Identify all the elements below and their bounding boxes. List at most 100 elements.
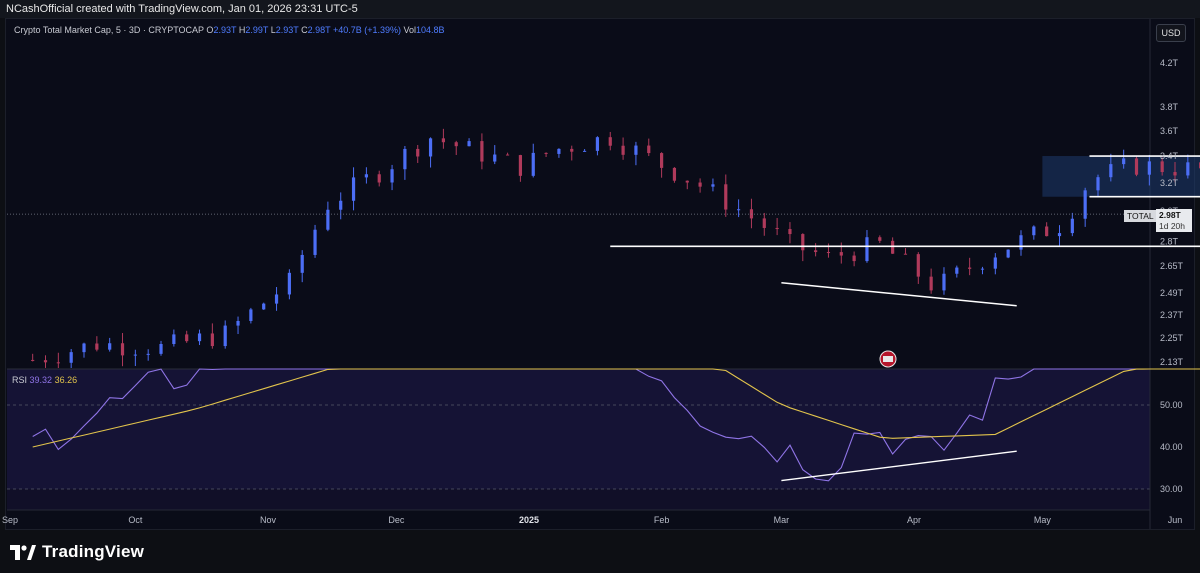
candle-body [582, 150, 587, 152]
time-tick-label: May [1034, 515, 1052, 525]
close-label: C [301, 25, 308, 35]
candle-body [493, 154, 497, 162]
candle-body [698, 182, 702, 187]
price-tick-label: 2.25T [1160, 333, 1184, 343]
symbol-legend: Crypto Total Market Cap, 5 · 3D · CRYPTO… [14, 25, 445, 35]
candle-body [428, 138, 433, 157]
price-tick-label: 3.8T [1160, 102, 1179, 112]
candle-body [197, 333, 202, 342]
candle-body [647, 145, 651, 154]
candle-body [403, 148, 407, 170]
candle-body [903, 253, 908, 255]
candle-body [968, 267, 972, 269]
candle-body [274, 294, 279, 304]
low-label: L [270, 25, 276, 35]
symbol-tag: TOTAL [1124, 210, 1157, 222]
event-flag-icon-inner [883, 356, 893, 362]
time-tick-label: 2025 [519, 515, 539, 525]
candle-body [724, 184, 728, 210]
currency-button[interactable]: USD [1156, 24, 1186, 42]
rsi-ma-line [32, 368, 1200, 448]
candle-body [595, 137, 600, 151]
symbol-name: Crypto Total Market Cap, 5 · 3D · CRYPTO… [14, 25, 204, 35]
time-tick-label: Mar [774, 515, 790, 525]
high-value: 2.99T [245, 25, 269, 35]
time-tick-label: Dec [388, 515, 405, 525]
candle-body [762, 218, 766, 228]
rsi-name: RSI [12, 375, 28, 385]
candle-body [955, 267, 959, 274]
candle-body [672, 167, 677, 181]
low-value: 2.93T [275, 25, 299, 35]
time-tick-label: Nov [260, 515, 277, 525]
candle-body [916, 254, 920, 277]
candle-body [788, 229, 792, 235]
candle-body [82, 343, 86, 353]
candle-body [891, 240, 895, 254]
volume-value: 104.8B [416, 25, 445, 35]
candle-body [685, 180, 689, 183]
candle-body [634, 145, 638, 155]
rsi-value: 39.32 [29, 375, 53, 385]
attribution-text: NCashOfficial created with TradingView.c… [6, 3, 358, 15]
price-tick-label: 3.6T [1160, 126, 1179, 136]
price-tick-label: 2.13T [1160, 357, 1184, 367]
open-value: 2.93T [213, 25, 237, 35]
candle-body [1057, 233, 1062, 237]
candle-body [377, 174, 381, 183]
candle-body [480, 141, 484, 162]
candle-body [980, 268, 985, 270]
attribution-bar: NCashOfficial created with TradingView.c… [0, 0, 1200, 18]
change-value: +40.7B (+1.39%) [332, 25, 401, 35]
candle-body [133, 354, 137, 356]
price-tick-label: 2.37T [1160, 310, 1184, 320]
close-value: 2.98T [307, 25, 331, 35]
candle-body [326, 209, 330, 230]
price-tick-label: 3.4T [1160, 151, 1179, 161]
candle-body [570, 148, 574, 152]
price-tick-label: 2.49T [1160, 288, 1184, 298]
candle-body [69, 352, 73, 363]
time-tick-label: Apr [907, 515, 921, 525]
candle-body [300, 254, 304, 273]
candle-body [223, 325, 227, 347]
candle-body [1122, 158, 1126, 165]
candle-body [1109, 164, 1113, 178]
candle-body [1173, 172, 1177, 176]
candle-body [826, 252, 831, 254]
tradingview-logo[interactable]: TradingView [10, 542, 144, 562]
volume-label: Vol [403, 25, 417, 35]
time-tick-label: Oct [128, 515, 143, 525]
candle-body [801, 234, 805, 251]
time-tick-label: Jun [1168, 515, 1183, 525]
bar-countdown-tag: 1d 20h [1156, 220, 1192, 232]
price-trendline [781, 281, 1017, 307]
candle-body [711, 184, 715, 187]
candle-body [120, 343, 125, 356]
candle-body [56, 362, 60, 364]
candle-body [416, 148, 420, 157]
candle-body [339, 200, 343, 210]
candle-body [1147, 161, 1151, 175]
candle-body [351, 177, 356, 201]
candle-body [557, 148, 561, 154]
candle-body [146, 353, 150, 355]
candle-body [814, 250, 818, 253]
candle-body [737, 209, 741, 211]
supply-zone [1042, 156, 1200, 197]
rsi-ma-value: 36.26 [54, 375, 78, 385]
candle-body [929, 276, 933, 291]
candle-body [865, 237, 869, 262]
candle-body [390, 169, 394, 183]
candle-body [364, 174, 368, 178]
candle-body [441, 138, 445, 143]
candle-body [185, 334, 189, 342]
price-tick-label: 4.2T [1160, 58, 1179, 68]
candle-body [95, 343, 99, 350]
candle-body [31, 359, 35, 361]
candle-body [1032, 226, 1036, 236]
candle-body [236, 320, 240, 326]
candle-body [313, 229, 317, 255]
rsi-tick-label: 50.00 [1160, 400, 1183, 410]
